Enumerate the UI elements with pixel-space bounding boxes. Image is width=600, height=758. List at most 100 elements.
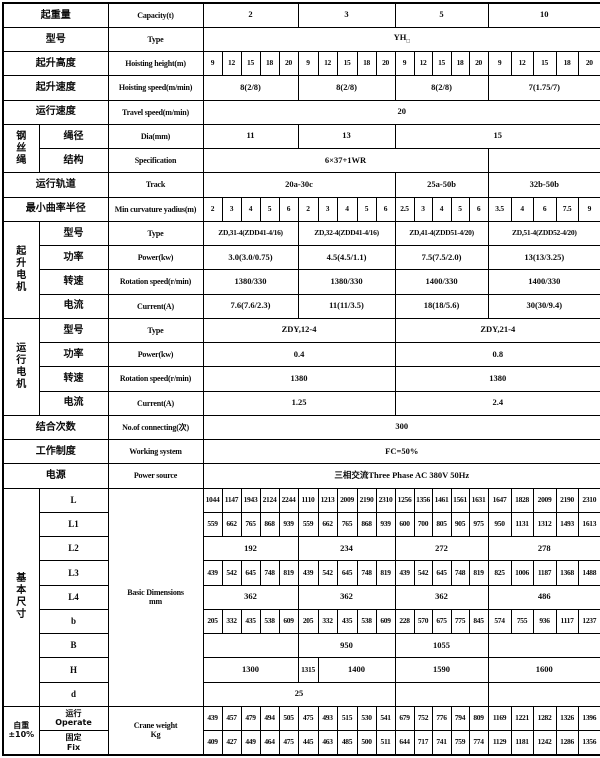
cell-dim-L2-4: 278 bbox=[487, 535, 600, 562]
cell-dim-L-7: 2244 bbox=[278, 487, 299, 513]
cell-dim-L1-4: 868 bbox=[259, 511, 280, 538]
cell-dim-L4-4: 486 bbox=[487, 584, 600, 610]
cell-dim-b-5: 609 bbox=[278, 608, 299, 635]
cell-hoisting-height-17: 9 bbox=[487, 50, 512, 77]
cell-hoisting-speed-4: 8(2/8) bbox=[394, 75, 489, 101]
cell-dim-L-8: 1110 bbox=[297, 487, 319, 513]
cell-hmotor-type-4: ZD,32-4(ZDD41-4/16) bbox=[297, 220, 396, 247]
cell-dim-b-13: 675 bbox=[431, 608, 452, 635]
cell-dim-L1-16: 950 bbox=[487, 511, 512, 538]
cell-dim-L1-20: 1613 bbox=[577, 511, 600, 538]
cell-dim-L2-0: L2 bbox=[38, 535, 109, 562]
cell-hmotor-power-2: 3.0(3.0/0.75) bbox=[202, 244, 299, 271]
cell-dim-b-20: 1237 bbox=[577, 608, 600, 635]
table-row-working-system: 工作制度 Working system FC=50% bbox=[2, 438, 600, 465]
cell-dim-L1-9: 868 bbox=[356, 511, 377, 538]
table-row-travel-speed: 运行速度 Travel speed(m/min) 20 bbox=[2, 99, 600, 125]
cell-tmotor-speed-0: 转速 bbox=[38, 366, 109, 392]
cell-dim-L-1: L bbox=[38, 487, 109, 513]
cell-hoisting-height-8: 12 bbox=[317, 50, 338, 77]
cell-weight-fix-4: 464 bbox=[259, 730, 280, 756]
cell-dim-L3-4: 748 bbox=[259, 560, 280, 586]
cell-rope-spec-2: 6×37+1WR bbox=[202, 147, 489, 174]
cell-hoisting-height-19: 15 bbox=[532, 50, 557, 77]
cell-capacity-2: 2 bbox=[202, 2, 299, 28]
cell-dim-b-11: 228 bbox=[394, 608, 415, 635]
cell-dim-L3-0: L3 bbox=[38, 560, 109, 586]
cell-weight-operate-22: 1396 bbox=[577, 705, 600, 732]
cell-hoisting-height-3: 12 bbox=[221, 50, 242, 77]
cell-dim-L4-2: 362 bbox=[297, 584, 396, 610]
cell-dim-L4-3: 362 bbox=[394, 584, 489, 610]
label-fix: 固定 Fix bbox=[38, 730, 109, 756]
cell-dim-L-19: 1828 bbox=[510, 487, 534, 513]
cell-hmotor-current-3: 11(11/3.5) bbox=[297, 293, 396, 319]
cell-travel-speed-2: 20 bbox=[202, 99, 600, 125]
cell-power-source-2: 三相交流Three Phase AC 380V 50Hz bbox=[202, 463, 600, 489]
cell-hoisting-height-7: 9 bbox=[297, 50, 319, 77]
cell-hoisting-height-11: 20 bbox=[375, 50, 396, 77]
label-type-zh: 型号 bbox=[2, 26, 109, 53]
cell-tmotor-power-1: Power(kw) bbox=[107, 341, 204, 368]
cell-hmotor-current-2: 7.6(7.6/2.3) bbox=[202, 293, 299, 319]
cell-weight-fix-1: 409 bbox=[202, 730, 223, 756]
table-row-dim-d: d 25 bbox=[3, 681, 600, 707]
cell-hoisting-height-2: 9 bbox=[202, 50, 223, 77]
cell-dim-B-3: 1055 bbox=[394, 632, 489, 659]
cell-weight-operate-15: 776 bbox=[431, 705, 452, 732]
cell-tmotor-current-1: Current(A) bbox=[107, 390, 204, 416]
cell-hmotor-current-0: 电流 bbox=[38, 293, 109, 319]
group-travel-motor: 运行电机 bbox=[2, 317, 40, 416]
cell-hoisting-height-18: 12 bbox=[510, 50, 534, 77]
cell-dim-B-0: B bbox=[38, 632, 109, 659]
cell-weight-fix-12: 717 bbox=[413, 730, 433, 756]
cell-hmotor-speed-1: Rotation speed(r/min) bbox=[107, 269, 204, 295]
cell-tmotor-type-2: Type bbox=[107, 317, 204, 344]
cell-min-radius-15: 5 bbox=[450, 196, 470, 222]
cell-dim-b-15: 845 bbox=[468, 608, 489, 635]
table-row-capacity: 起重量 Capacity(t) 2 3 5 10 bbox=[2, 2, 600, 28]
cell-tmotor-power-0: 功率 bbox=[38, 341, 109, 368]
cell-dim-L1-7: 662 bbox=[317, 511, 338, 538]
cell-hmotor-power-1: Power(kw) bbox=[107, 244, 204, 271]
cell-min-radius-8: 3 bbox=[317, 196, 338, 222]
cell-min-radius-10: 5 bbox=[356, 196, 377, 222]
cell-hoisting-speed-5: 7(1.75/7) bbox=[487, 75, 600, 101]
table-row-tmotor-power: 功率 Power(kw) 0.4 0.8 bbox=[3, 341, 600, 368]
cell-hoisting-height-15: 18 bbox=[450, 50, 470, 77]
cell-tmotor-speed-3: 1380 bbox=[394, 366, 600, 392]
cell-dim-L-22: 2310 bbox=[577, 487, 600, 513]
cell-min-radius-11: 6 bbox=[375, 196, 396, 222]
cell-dim-H-1: 1300 bbox=[202, 657, 299, 683]
cell-hmotor-current-5: 30(30/9.4) bbox=[487, 293, 600, 319]
cell-weight-fix-5: 475 bbox=[278, 730, 299, 756]
cell-min-radius-12: 2.5 bbox=[394, 196, 415, 222]
cell-dim-L3-1: 439 bbox=[202, 560, 223, 586]
table-row-hmotor-current: 电流 Current(A) 7.6(7.6/2.3) 11(11/3.5) 18(18/… bbox=[3, 293, 600, 319]
cell-dim-L-15: 1461 bbox=[431, 487, 452, 513]
cell-min-radius-7: 2 bbox=[297, 196, 319, 222]
table-row-connecting: 结合次数 No.of connecting(次) 300 bbox=[2, 414, 600, 441]
cell-dim-d-0: d bbox=[38, 681, 109, 707]
cell-hoisting-height-13: 12 bbox=[413, 50, 433, 77]
cell-dim-L1-6: 559 bbox=[297, 511, 319, 538]
cell-dim-L1-11: 600 bbox=[394, 511, 415, 538]
cell-dim-L3-11: 439 bbox=[394, 560, 415, 586]
table-row-weight-operate: 自重 ±10% 运行 Operate Crane weight Kg 439 457 479 49… bbox=[2, 705, 600, 756]
cell-dim-L3-13: 645 bbox=[431, 560, 452, 586]
cell-dim-b-19: 1117 bbox=[555, 608, 579, 635]
table-row-rope-spec: 结构 Specification 6×37+1WR bbox=[3, 147, 600, 174]
table-row-dim-L4: L4 362 362 362 486 bbox=[3, 584, 600, 610]
cell-dim-L-9: 1213 bbox=[317, 487, 338, 513]
cell-dim-L1-12: 700 bbox=[413, 511, 433, 538]
cell-min-radius-17: 3.5 bbox=[487, 196, 512, 222]
cell-rope-spec-0: 结构 bbox=[38, 147, 109, 174]
cell-weight-operate-14: 752 bbox=[413, 705, 433, 732]
cell-min-radius-1: Min curvature yadius(m) bbox=[107, 196, 204, 222]
cell-working-system-2: FC=50% bbox=[202, 438, 600, 465]
cell-dim-L2-1: 192 bbox=[202, 535, 299, 562]
cell-weight-fix-16: 1129 bbox=[487, 730, 512, 756]
cell-dim-L1-8: 765 bbox=[336, 511, 358, 538]
cell-dim-L3-19: 1368 bbox=[555, 560, 579, 586]
